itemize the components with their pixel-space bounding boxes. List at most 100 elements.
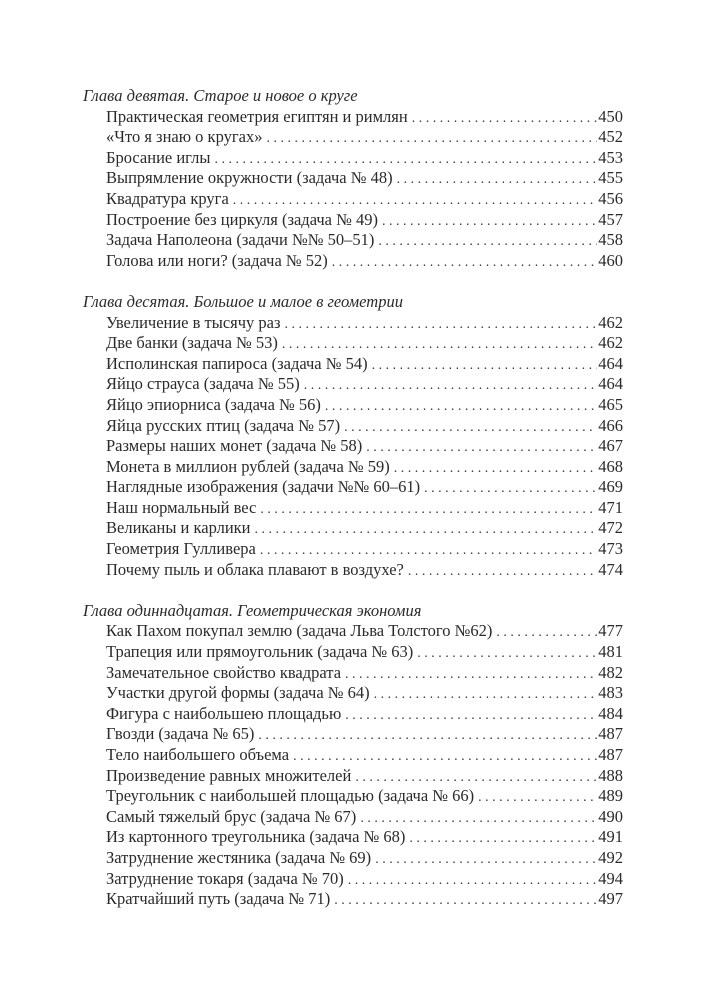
page-number: 482: [598, 662, 623, 682]
entry-title: Яйцо эпиорниса (задача № 56): [106, 394, 321, 414]
table-of-contents: Глава девятая. Старое и новое о круге Пра…: [83, 86, 623, 930]
dot-leader: [382, 212, 597, 233]
page-number: 457: [598, 209, 623, 229]
page-number: 487: [598, 745, 623, 764]
page-number: 458: [598, 230, 623, 250]
chapter-title: Глава девятая. Старое и новое о круге: [83, 86, 358, 105]
page-number: 491: [598, 827, 623, 847]
dot-leader: [266, 129, 597, 150]
toc-entry: Построение без циркуля (задача № 49) 457: [106, 210, 623, 231]
entry-title: Практическая геометрия египтян и римлян: [106, 106, 408, 126]
dot-leader: [360, 809, 597, 830]
entry-title: Замечательное свойство квадрата: [106, 662, 342, 682]
entry-title: Геометрия Гулливера: [106, 539, 256, 559]
page-number: 455: [598, 168, 623, 188]
toc-entry: Как Пахом покупал землю (задача Льва Тол…: [106, 621, 623, 642]
page-number: 452: [598, 127, 623, 147]
entry-title: Фигура с наибольшею площадью: [106, 703, 342, 723]
dot-leader: [233, 191, 597, 212]
chapter-section: Глава одиннадцатая. Геометрическая эконо…: [83, 601, 623, 910]
dot-leader: [258, 726, 597, 747]
entry-title: Яйца русских птиц (задача № 57): [106, 415, 341, 435]
page-number: 456: [598, 188, 623, 208]
page-number: 494: [598, 868, 623, 888]
entry-title: Монета в миллион рублей (задача № 59): [106, 456, 390, 476]
entry-title: Трапеция или прямоугольник (задача № 63): [106, 642, 414, 662]
page-number: 462: [598, 333, 623, 353]
toc-entry: Из картонного треугольника (задача № 68)…: [106, 827, 623, 848]
toc-entry: Тело наибольшего объема 487: [106, 745, 623, 766]
page-number: 483: [598, 683, 623, 703]
page-number: 467: [598, 436, 623, 456]
dot-leader: [285, 315, 598, 336]
toc-entry: Наглядные изображения (задачи №№ 60–61) 4…: [106, 477, 623, 498]
page-number: 473: [598, 539, 623, 559]
entry-title: Наглядные изображения (задачи №№ 60–61): [106, 477, 421, 497]
dot-leader: [372, 356, 598, 377]
toc-entry: Замечательное свойство квадрата 482: [106, 663, 623, 684]
dot-leader: [408, 562, 597, 583]
toc-entry: Почему пыль и облака плавают в воздухе? 4…: [106, 560, 623, 581]
toc-entry: Исполинская папироса (задача № 54) 464: [106, 354, 623, 375]
entry-title: Голова или ноги? (задача № 52): [106, 250, 328, 270]
dot-leader: [345, 665, 597, 686]
entry-title: Увеличение в тысячу раз: [106, 312, 281, 332]
page-number: 489: [598, 786, 623, 806]
entry-title: Бросание иглы: [106, 147, 211, 167]
entry-title: Великаны и карлики: [106, 518, 251, 538]
toc-entry: Практическая геометрия египтян и римлян 4…: [106, 107, 623, 128]
entry-title: Самый тяжелый брус (задача № 67): [106, 806, 357, 826]
chapter-title: Глава десятая. Большое и малое в геометр…: [83, 291, 403, 311]
entry-title: Из картонного треугольника (задача № 68): [106, 827, 406, 847]
page-number: 460: [598, 250, 623, 270]
dot-leader: [304, 376, 598, 397]
dot-leader: [424, 479, 597, 500]
dot-leader: [478, 788, 597, 809]
entry-title: Участки другой формы (задача № 64): [106, 683, 370, 703]
page-number: 462: [598, 312, 623, 332]
entry-title: «Что я знаю о кругах»: [106, 127, 263, 147]
dot-leader: [412, 109, 598, 130]
toc-entry: Выпрямление окружности (задача № 48) 455: [106, 168, 623, 189]
page-number: 484: [598, 703, 623, 723]
toc-entry: Великаны и карлики 472: [106, 518, 623, 539]
dot-leader: [378, 232, 597, 253]
entry-title: Почему пыль и облака плавают в воздухе?: [106, 559, 404, 579]
dot-leader: [355, 768, 597, 789]
entry-title: Тело наибольшего объема: [106, 745, 290, 764]
toc-entry: Яйцо эпиорниса (задача № 56) 465: [106, 395, 623, 416]
dot-leader: [345, 706, 597, 727]
dot-leader: [260, 500, 597, 521]
page-number: 474: [598, 559, 623, 579]
toc-entry: Произведение равных множителей 488: [106, 766, 623, 787]
dot-leader: [409, 829, 597, 850]
entry-title: Затруднение токаря (задача № 70): [106, 868, 344, 888]
toc-entry: Задача Наполеона (задачи №№ 50–51) 458: [106, 230, 623, 251]
entry-title: Как Пахом покупал землю (задача Льва Тол…: [106, 621, 493, 641]
page-number: 472: [598, 518, 623, 538]
toc-entry: «Что я знаю о кругах» 452: [106, 127, 623, 148]
page-number: 466: [598, 415, 623, 435]
entry-title: Размеры наших монет (задача № 58): [106, 436, 363, 456]
page-number: 453: [598, 147, 623, 167]
page-number: 469: [598, 477, 623, 497]
entry-title: Построение без циркуля (задача № 49): [106, 209, 378, 229]
page-number: 487: [598, 724, 623, 744]
toc-entry: Наш нормальный вес 471: [106, 498, 623, 519]
entry-title: Задача Наполеона (задачи №№ 50–51): [106, 230, 375, 250]
entry-title: Гвозди (задача № 65): [106, 724, 255, 744]
toc-entry: Самый тяжелый брус (задача № 67) 490: [106, 807, 623, 828]
page-number: 464: [598, 374, 623, 394]
dot-leader: [255, 520, 598, 541]
dot-leader: [214, 150, 597, 171]
dot-leader: [325, 397, 597, 418]
entry-title: Треугольник с наибольшей площадью (задач…: [106, 786, 475, 806]
dot-leader: [334, 891, 597, 912]
toc-entry: Голова или ноги? (задача № 52) 460: [106, 251, 623, 272]
toc-entry: Яйцо страуса (задача № 55) 464: [106, 374, 623, 395]
toc-entry: Трапеция или прямоугольник (задача № 63)…: [106, 642, 623, 663]
dot-leader: [282, 335, 597, 356]
toc-entry: Квадратура круга 456: [106, 189, 623, 210]
toc-entry: Затруднение токаря (задача № 70) 494: [106, 869, 623, 890]
toc-entry: Геометрия Гулливера 473: [106, 539, 623, 560]
